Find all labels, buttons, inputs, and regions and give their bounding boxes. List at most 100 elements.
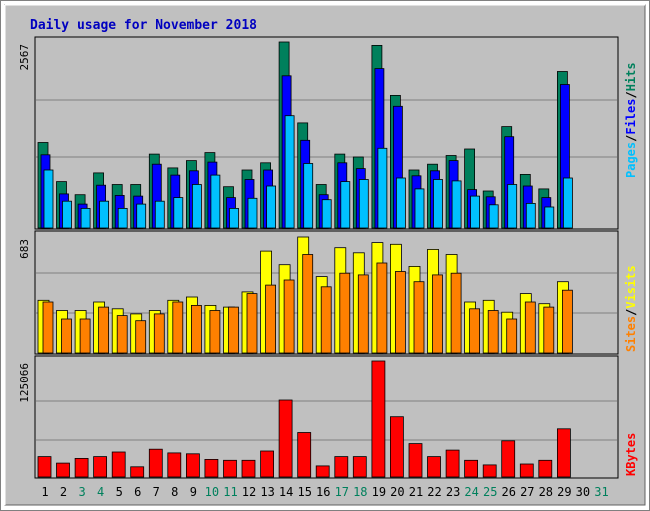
bar-pages [154, 200, 165, 229]
bar-sites [209, 310, 221, 354]
bar-pages [377, 147, 388, 229]
bar-kbytes [74, 457, 89, 478]
bar-pages [229, 207, 239, 229]
legend-entry: Hits [624, 62, 638, 91]
bar-pages [191, 184, 202, 229]
x-tick-label: 21 [409, 485, 423, 499]
bar-pages [433, 179, 443, 229]
bar-kbytes [278, 399, 293, 478]
x-tick-label: 11 [223, 485, 237, 499]
legend-entry: / [624, 91, 638, 98]
bar-kbytes [185, 453, 200, 478]
bar-pages [321, 199, 332, 229]
x-tick-label: 24 [464, 485, 478, 499]
bar-pages [62, 200, 72, 229]
x-tick-label: 26 [501, 485, 515, 499]
x-tick-label: 10 [205, 485, 219, 499]
bar-pages [358, 179, 369, 229]
bar-sites [42, 301, 54, 354]
x-tick-label: 9 [190, 485, 197, 499]
bar-pages [544, 206, 555, 229]
x-tick-label: 4 [97, 485, 104, 499]
bar-kbytes [519, 463, 534, 478]
bar-pages [117, 207, 128, 229]
x-tick-label: 18 [353, 485, 367, 499]
bar-kbytes [557, 428, 571, 478]
x-tick-label: 29 [557, 485, 571, 499]
x-tick-label: 2 [60, 485, 67, 499]
bar-kbytes [111, 451, 126, 478]
bar-kbytes [464, 459, 479, 478]
bar-sites [469, 308, 481, 354]
bar-sites [524, 301, 536, 354]
bar-pages [284, 115, 295, 229]
bar-pages [488, 204, 499, 229]
bar-kbytes [37, 456, 52, 478]
bar-kbytes [260, 450, 275, 478]
x-tick-label: 5 [116, 485, 123, 499]
bar-kbytes [334, 456, 349, 478]
x-tick-label: 25 [483, 485, 497, 499]
legend-sites-visits: Sites/Visits [624, 265, 638, 352]
bar-kbytes [501, 440, 516, 478]
bar-pages [563, 177, 573, 229]
legend-hits-files-pages: Pages/Files/Hits [624, 62, 638, 178]
bar-kbytes [315, 465, 330, 478]
bar-kbytes [482, 464, 497, 478]
bar-kbytes [223, 459, 237, 478]
x-tick-label: 1 [41, 485, 48, 499]
bar-kbytes [538, 459, 553, 478]
bar-sites [265, 284, 277, 354]
bar-sites [450, 272, 462, 354]
bar-kbytes [204, 458, 219, 478]
bar-kbytes [130, 466, 145, 478]
x-tick-label: 6 [134, 485, 141, 499]
bar-pages [470, 195, 481, 229]
bars-layer [37, 41, 573, 478]
bar-sites [376, 262, 388, 354]
bar-pages [451, 180, 462, 229]
x-tick-label: 23 [446, 485, 460, 499]
bar-kbytes [371, 360, 386, 478]
bar-kbytes [93, 456, 107, 478]
x-tick-label: 15 [297, 485, 311, 499]
bar-sites [79, 318, 91, 354]
y-max-label: 2567 [18, 44, 31, 71]
bar-sites [135, 320, 147, 354]
bar-kbytes [389, 416, 404, 478]
bar-pages [414, 188, 425, 229]
bar-sites [339, 272, 351, 354]
bar-sites [413, 281, 425, 354]
bar-kbytes [167, 452, 182, 478]
y-axis-labels: 2567 683 125066 [18, 44, 31, 403]
bar-sites [357, 274, 369, 354]
bar-sites [432, 274, 443, 354]
bar-pages [247, 197, 258, 229]
bar-sites [320, 286, 332, 354]
bar-kbytes [408, 443, 423, 478]
bar-pages [80, 207, 91, 229]
x-tick-label: 19 [372, 485, 386, 499]
bar-pages [303, 163, 314, 229]
x-tick-label: 14 [279, 485, 293, 499]
bar-sites [283, 279, 295, 354]
x-tick-label: 13 [260, 485, 274, 499]
legend-entry: Sites [624, 316, 638, 352]
x-tick-label: 17 [335, 485, 349, 499]
bar-pages [340, 181, 351, 229]
legend-entry: / [624, 309, 638, 316]
bar-pages [525, 202, 536, 229]
legend-kbytes: KBytes [624, 433, 638, 476]
legend-entry: Visits [624, 265, 638, 308]
legend-entry: KBytes [624, 433, 638, 476]
bar-pages [136, 203, 147, 229]
x-tick-label: 7 [153, 485, 160, 499]
x-axis-labels: 1 2 3 4 5 6 7 8 9 10 11 12 13 14 15 16 17 18 19 20 21 22 23 24 2… [41, 485, 608, 499]
bar-kbytes [427, 456, 441, 478]
bar-kbytes [297, 432, 312, 478]
x-tick-label: 20 [390, 485, 404, 499]
legend-entry: Files [624, 99, 638, 135]
bar-sites [61, 318, 72, 354]
bar-sites [228, 306, 239, 354]
